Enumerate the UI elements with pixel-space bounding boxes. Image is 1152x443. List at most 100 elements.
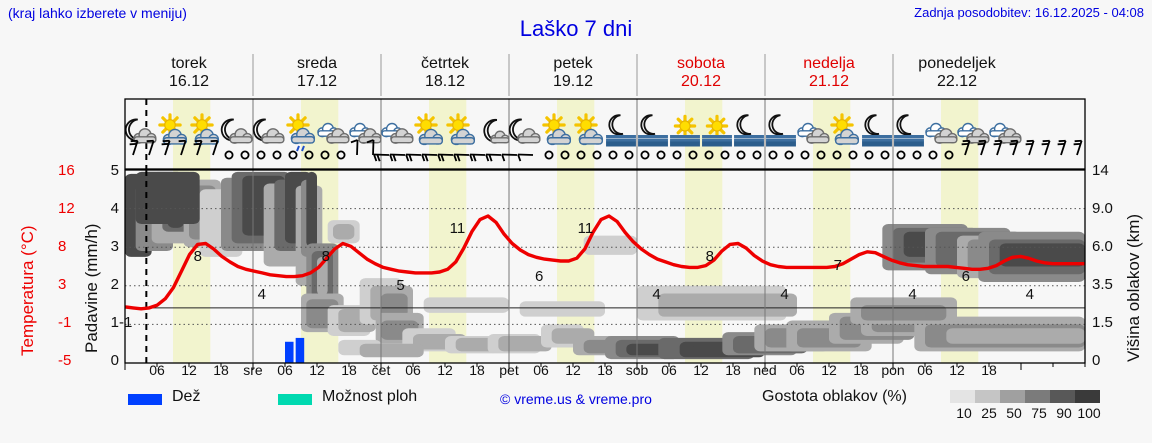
day-header-6: ponedeljek 22.12 xyxy=(887,55,1027,91)
time-tick-9: 12 xyxy=(437,362,453,378)
tempticks-4: -1 xyxy=(58,314,72,331)
copyright-text[interactable]: © vreme.us & vreme.pro xyxy=(500,391,652,407)
density-swatch-2 xyxy=(1000,390,1025,403)
sun-cloud-icon xyxy=(414,113,444,146)
sun-fog-icon xyxy=(670,114,700,147)
time-tick-8: 06 xyxy=(405,362,421,378)
day-date: 22.12 xyxy=(936,73,978,90)
sun-cloud-icon xyxy=(542,113,572,146)
time-tick-3: sre xyxy=(243,362,263,378)
cloudy-icon xyxy=(925,122,958,144)
density-step-3: 75 xyxy=(1031,405,1047,421)
day-date: 17.12 xyxy=(296,73,338,90)
day-name: petek xyxy=(553,55,593,72)
cloudticks-2: 6.0 xyxy=(1092,238,1113,255)
time-tick-26: 18 xyxy=(981,362,997,378)
precipitation-bar xyxy=(295,337,305,363)
tempticks-3: 3 xyxy=(58,276,67,293)
temp-label-0: -1 xyxy=(119,313,133,331)
time-tick-12: 06 xyxy=(533,362,549,378)
density-step-2: 50 xyxy=(1006,405,1022,421)
time-tick-18: 18 xyxy=(725,362,741,378)
time-tick-2: 18 xyxy=(213,362,229,378)
time-tick-13: 12 xyxy=(565,362,581,378)
precipticks-4: 1 xyxy=(110,314,119,331)
temp-label-8: 4 xyxy=(652,286,661,304)
time-tick-20: 06 xyxy=(789,362,805,378)
day-name: ponedeljek xyxy=(918,55,996,72)
precipticks-2: 3 xyxy=(110,238,119,255)
temp-label-7: 11 xyxy=(577,219,594,237)
density-step-0: 10 xyxy=(956,405,972,421)
temp-label-6: 6 xyxy=(535,267,544,285)
showers-legend-swatch xyxy=(278,394,312,405)
showers-legend-label: Možnost ploh xyxy=(322,388,418,405)
temp-label-4: 5 xyxy=(396,277,405,295)
precipticks-3: 2 xyxy=(110,276,119,293)
cloudy-icon xyxy=(381,122,414,144)
tempticks-0: 16 xyxy=(58,162,75,179)
cloudticks-4: 1.5 xyxy=(1092,314,1113,331)
precipitation-bars xyxy=(285,337,305,363)
density-swatch-1 xyxy=(975,390,1000,403)
precipitation-bar xyxy=(285,341,294,363)
night-cloudy-icon xyxy=(125,118,157,144)
day-header-4: sobota 20.12 xyxy=(631,55,771,91)
day-date: 16.12 xyxy=(168,73,210,90)
day-date: 20.12 xyxy=(680,73,722,90)
night-fog-icon xyxy=(862,114,892,147)
time-tick-19: ned xyxy=(753,362,777,378)
cloud-density-colorbar xyxy=(950,390,1100,403)
location-menu-note[interactable]: (kraj lahko izberete v meniju) xyxy=(8,5,187,21)
time-tick-24: 06 xyxy=(917,362,933,378)
cloudticks-3: 3.5 xyxy=(1092,276,1113,293)
grid-lines xyxy=(124,54,1086,370)
day-name: sreda xyxy=(296,55,338,72)
cloud-density-legend-label: Gostota oblakov (%) xyxy=(762,388,907,405)
day-name: četrtek xyxy=(420,55,469,72)
temp-label-9: 8 xyxy=(705,247,714,265)
precipticks-5: 0 xyxy=(110,352,119,369)
sun-cloud-icon xyxy=(830,113,860,146)
temperature-curve xyxy=(125,214,1085,311)
time-tick-11: pet xyxy=(499,362,519,378)
tempticks-1: 12 xyxy=(58,200,75,217)
cloudy-icon xyxy=(317,122,350,144)
time-tick-4: 06 xyxy=(277,362,293,378)
day-header-2: četrtek 18.12 xyxy=(375,55,515,91)
cloudy-icon xyxy=(797,122,830,144)
night-fog-icon xyxy=(894,114,924,147)
density-swatch-5 xyxy=(1075,390,1100,403)
day-header-3: petek 19.12 xyxy=(503,55,643,91)
tempticks-5: -5 xyxy=(58,352,72,369)
temp-label-11: 7 xyxy=(833,256,842,274)
sun-cloud-icon xyxy=(446,113,476,146)
precipticks-0: 5 xyxy=(110,162,119,179)
day-header-0: torek 16.12 xyxy=(119,55,259,91)
plot-frame xyxy=(124,98,1086,364)
time-tick-1: 12 xyxy=(181,362,197,378)
night-cloudy-icon xyxy=(220,118,253,144)
time-tick-21: 12 xyxy=(821,362,837,378)
day-header-1: sreda 17.12 xyxy=(247,55,387,91)
night-cloudy-icon xyxy=(252,118,285,144)
rain-legend-swatch xyxy=(128,394,162,405)
page-title: Laško 7 dni xyxy=(519,16,633,41)
sun-cloud-icon xyxy=(190,113,220,146)
tempticks-2: 8 xyxy=(58,238,67,255)
time-tick-17: 12 xyxy=(693,362,709,378)
time-tick-14: 18 xyxy=(597,362,613,378)
day-date: 21.12 xyxy=(808,73,850,90)
temp-label-1: 8 xyxy=(193,247,202,265)
last-updated: Zadnja posodobitev: 16.12.2025 - 04:08 xyxy=(914,5,1144,20)
time-tick-0: 06 xyxy=(149,362,165,378)
night-fog-icon xyxy=(606,114,636,147)
density-step-1: 25 xyxy=(981,405,997,421)
wind-barb-row xyxy=(129,139,1083,162)
density-step-4: 90 xyxy=(1056,405,1072,421)
sun-fog-icon xyxy=(702,114,732,147)
time-tick-5: 12 xyxy=(309,362,325,378)
cloudticks-0: 14 xyxy=(1092,162,1109,179)
precipticks-1: 4 xyxy=(110,200,119,217)
night-fog-icon xyxy=(638,114,668,147)
